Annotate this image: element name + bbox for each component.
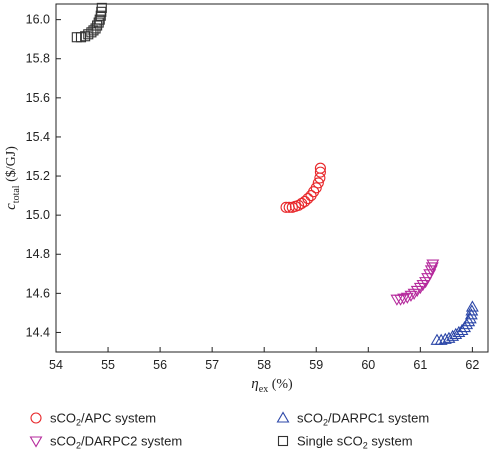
- data-point: [292, 199, 305, 211]
- x-tick-label: 54: [49, 358, 63, 372]
- y-tick-label: 14.4: [26, 325, 50, 339]
- x-tick-label: 61: [413, 358, 427, 372]
- data-point: [413, 282, 427, 295]
- data-point: [299, 195, 311, 208]
- legend-marker: [30, 412, 42, 424]
- legend-label: sCO2/DARPC2 system: [50, 434, 182, 451]
- x-tick-label: 59: [309, 358, 323, 372]
- y-tick-label: 15.8: [26, 52, 50, 66]
- x-axis-title: ηex (%): [251, 376, 293, 395]
- data-point: [446, 329, 460, 341]
- plot-frame: [55, 3, 489, 353]
- y-tick-label: 15.0: [26, 208, 50, 222]
- y-tick-label: 14.6: [26, 286, 50, 300]
- data-point: [80, 31, 91, 42]
- legend-label: Single sCO2 system: [297, 434, 413, 451]
- data-point: [94, 14, 105, 25]
- data-point: [425, 262, 439, 274]
- data-point: [455, 323, 469, 336]
- data-point: [449, 327, 463, 339]
- data-point: [394, 294, 408, 306]
- data-point: [312, 177, 324, 189]
- x-tick-label: 56: [153, 358, 167, 372]
- legend-item: sCO2/APC system: [30, 411, 156, 428]
- data-point: [93, 17, 104, 28]
- data-point: [464, 308, 478, 320]
- x-tick-label: 60: [361, 358, 375, 372]
- x-tick-label: 57: [205, 358, 219, 372]
- y-tick-label: 16.0: [26, 13, 50, 27]
- x-tick-label: 62: [465, 358, 479, 372]
- data-point: [400, 292, 414, 304]
- data-point: [83, 29, 94, 40]
- data-point: [442, 331, 456, 343]
- series-3: [71, 2, 107, 43]
- data-point: [404, 290, 418, 302]
- series-1: [390, 259, 440, 306]
- data-point: [302, 192, 314, 205]
- data-point: [96, 2, 107, 13]
- legend-marker: [277, 435, 289, 447]
- legend-item: sCO2/DARPC1 system: [276, 411, 429, 428]
- data-point: [426, 259, 440, 271]
- data-point: [314, 162, 326, 174]
- x-tick-label: 55: [101, 358, 115, 372]
- data-point: [92, 20, 103, 31]
- y-tick-label: 15.4: [26, 130, 50, 144]
- data-point: [463, 312, 477, 324]
- data-point: [465, 300, 479, 312]
- data-point: [434, 333, 448, 345]
- legend-marker: [29, 436, 43, 448]
- legend-label: sCO2/APC system: [50, 411, 156, 428]
- series-2: [430, 300, 479, 345]
- legend-item: Single sCO2 system: [277, 434, 413, 451]
- y-tick-label: 14.8: [26, 247, 50, 261]
- data-point: [407, 288, 421, 300]
- data-point: [465, 304, 479, 316]
- data-point: [310, 182, 322, 194]
- data-point: [314, 166, 326, 178]
- data-point: [397, 293, 411, 305]
- data-point: [410, 285, 424, 298]
- y-tick-label: 15.2: [26, 169, 50, 183]
- y-axis-title: ctotal ($/GJ): [3, 146, 22, 210]
- legend-label: sCO2/DARPC1 system: [297, 411, 429, 428]
- legend-marker: [276, 411, 290, 423]
- series-0: [280, 162, 326, 213]
- data-point: [423, 269, 437, 281]
- x-tick-label: 58: [257, 358, 271, 372]
- data-point: [416, 280, 430, 292]
- legend-item: sCO2/DARPC2 system: [29, 434, 182, 451]
- y-tick-label: 15.6: [26, 91, 50, 105]
